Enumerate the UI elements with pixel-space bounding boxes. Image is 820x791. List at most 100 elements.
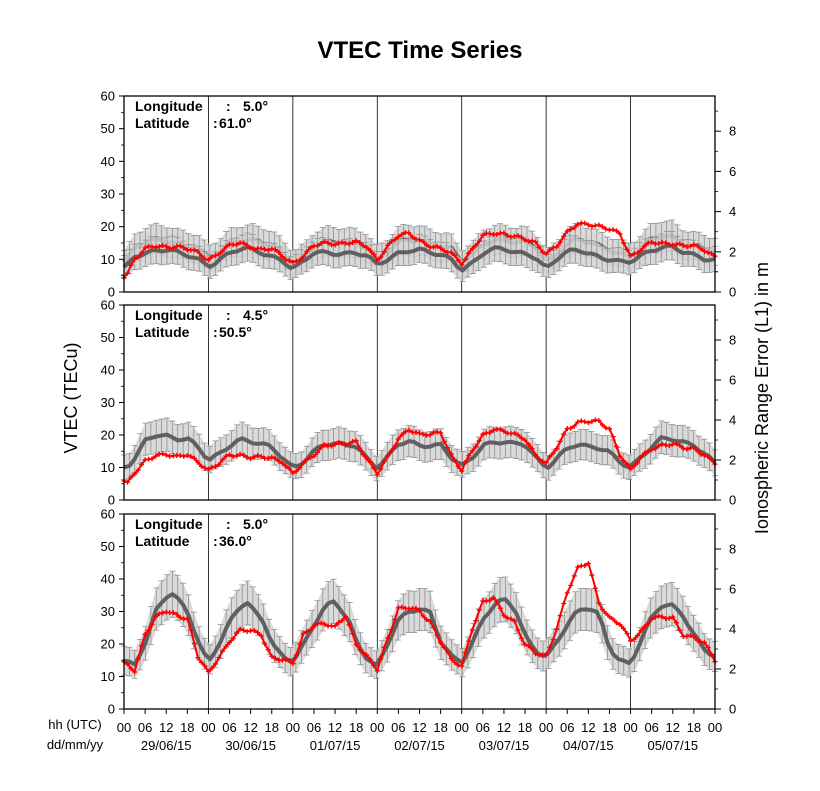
x-tick-label: 18 [518,720,532,735]
longitude-value: 5.0° [243,98,268,114]
y2-tick-label: 2 [729,244,736,259]
y-tick-label: 50 [101,539,115,554]
x-tick-label: 12 [328,720,342,735]
y2-tick-label: 0 [729,285,736,300]
y-tick-label: 40 [101,572,115,587]
y2-tick-label: 8 [729,333,736,348]
longitude-value: 4.5° [243,307,268,323]
y-tick-label: 60 [101,89,115,104]
chart-panels: 010203040506002468Longitude:5.0°Latitude… [101,89,737,717]
x-tick-label: 00 [370,720,384,735]
latitude-value: 50.5° [219,324,252,340]
y-tick-label: 20 [101,428,115,443]
x-tick-label: 18 [265,720,279,735]
red-series-markers [121,560,718,675]
y2-tick-label: 6 [729,582,736,597]
y-tick-label: 20 [101,219,115,234]
y-tick-label: 60 [101,507,115,522]
x-axis-ticks: 00 06 12 18 29/06/15 00 06 12 18 30/06/15 00 06 12 18… [117,709,722,753]
y-tick-label: 10 [101,669,115,684]
y-axis-label-right: Ionospheric Range Error (L1) in m [752,262,772,534]
x-tick-label: 06 [391,720,405,735]
x-date-label: 04/07/15 [563,738,614,753]
x-tick-label: 06 [560,720,574,735]
x-tick-label: 12 [159,720,173,735]
latitude-value: 61.0° [219,115,252,131]
x-date-label: 30/06/15 [225,738,276,753]
panel-3: 010203040506002468Longitude:5.0°Latitude… [101,507,737,717]
grey-series-line [122,243,716,273]
x-date-label: 05/07/15 [647,738,698,753]
longitude-label: Longitude [135,516,203,532]
y-tick-label: 10 [101,252,115,267]
y2-tick-label: 4 [729,204,736,219]
panel-2: 010203040506002468Longitude:4.5°Latitude… [101,298,737,508]
x-tick-label: 06 [307,720,321,735]
x-tick-label: 00 [454,720,468,735]
x-axis-row1-label: hh (UTC) [48,717,101,732]
longitude-colon: : [226,307,231,323]
x-tick-label: 00 [286,720,300,735]
y-tick-label: 0 [108,702,115,717]
latitude-value: 36.0° [219,533,252,549]
x-tick-label: 00 [623,720,637,735]
x-date-label: 02/07/15 [394,738,445,753]
x-tick-label: 18 [687,720,701,735]
latitude-label: Latitude [135,115,190,131]
y2-tick-label: 4 [729,413,736,428]
y-tick-label: 20 [101,637,115,652]
y-axis-label-left: VTEC (TECu) [61,342,81,453]
y-tick-label: 50 [101,330,115,345]
x-date-label: 03/07/15 [479,738,530,753]
y-tick-label: 40 [101,154,115,169]
latitude-colon: : [213,533,218,549]
x-tick-label: 12 [666,720,680,735]
x-date-label: 01/07/15 [310,738,361,753]
x-tick-label: 06 [476,720,490,735]
x-tick-label: 18 [349,720,363,735]
x-tick-label: 00 [117,720,131,735]
y-tick-label: 60 [101,298,115,313]
grey-series-line [123,432,717,471]
x-tick-label: 12 [243,720,257,735]
longitude-value: 5.0° [243,516,268,532]
y-tick-label: 50 [101,121,115,136]
latitude-label: Latitude [135,324,190,340]
panel-1: 010203040506002468Longitude:5.0°Latitude… [101,89,737,300]
y2-tick-label: 4 [729,622,736,637]
y-tick-label: 30 [101,395,115,410]
latitude-colon: : [213,324,218,340]
x-tick-label: 18 [433,720,447,735]
y2-tick-label: 0 [729,702,736,717]
y2-tick-label: 2 [729,453,736,468]
x-tick-label: 18 [602,720,616,735]
x-tick-label: 06 [222,720,236,735]
x-tick-label: 18 [180,720,194,735]
latitude-colon: : [213,115,218,131]
longitude-label: Longitude [135,307,203,323]
red-series-markers [121,220,718,281]
x-tick-label: 12 [412,720,426,735]
x-tick-label: 06 [138,720,152,735]
y2-tick-label: 6 [729,373,736,388]
y-tick-label: 40 [101,363,115,378]
longitude-colon: : [226,98,231,114]
x-tick-label: 12 [581,720,595,735]
x-tick-label: 00 [201,720,215,735]
x-tick-label: 12 [497,720,511,735]
y2-tick-label: 8 [729,124,736,139]
y-tick-label: 30 [101,604,115,619]
y-tick-label: 10 [101,460,115,475]
y2-tick-label: 8 [729,542,736,557]
latitude-label: Latitude [135,533,190,549]
longitude-label: Longitude [135,98,203,114]
y2-tick-label: 0 [729,493,736,508]
y2-tick-label: 6 [729,164,736,179]
y-tick-label: 0 [108,493,115,508]
longitude-colon: : [226,516,231,532]
y-tick-label: 0 [108,285,115,300]
x-date-label: 29/06/15 [141,738,192,753]
x-tick-label: 00 [539,720,553,735]
chart-title: VTEC Time Series [318,37,523,64]
